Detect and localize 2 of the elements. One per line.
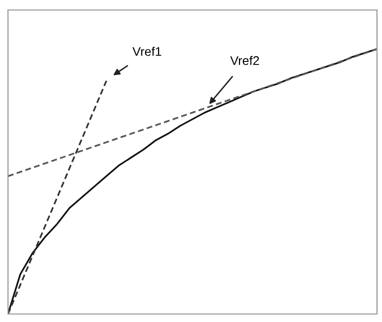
annotation: Vref2 xyxy=(230,56,259,66)
annotation: Vref1 xyxy=(132,46,162,56)
